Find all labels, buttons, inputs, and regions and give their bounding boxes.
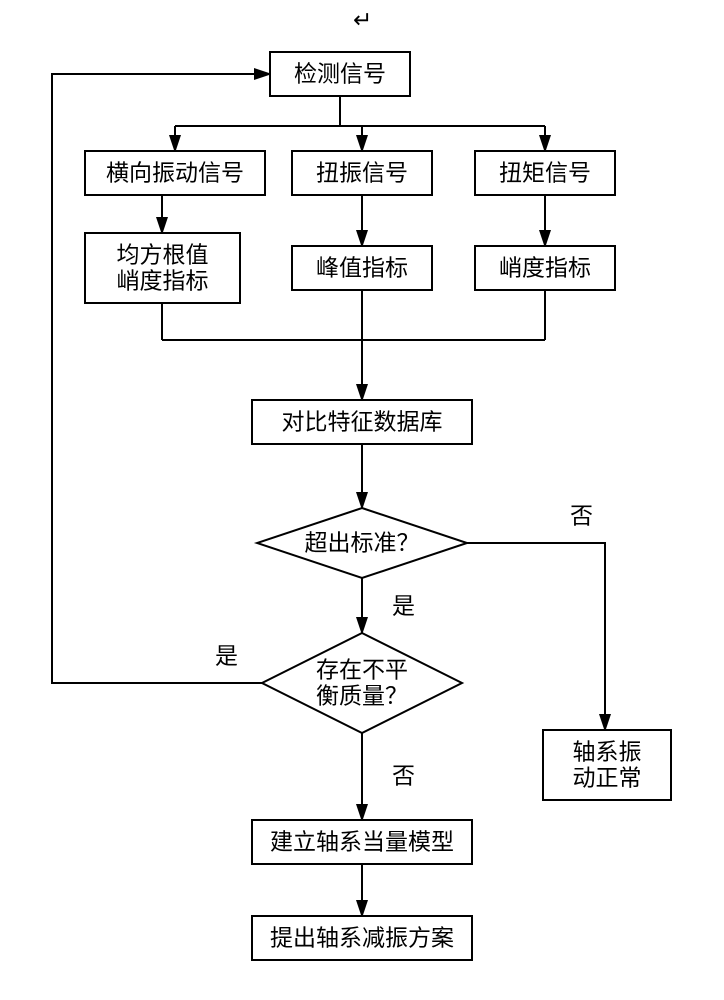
edge-label: 是 <box>392 594 415 619</box>
node-sig2: 扭振信号 <box>292 151 432 195</box>
node-sig1: 横向振动信号 <box>85 151 265 195</box>
node-label: 对比特征数据库 <box>282 410 443 435</box>
node-model: 建立轴系当量模型 <box>252 820 472 864</box>
node-detect: 检测信号 <box>270 52 410 96</box>
node-label: 衡质量？ <box>316 684 408 709</box>
node-label: 提出轴系减振方案 <box>270 926 454 951</box>
node-compare: 对比特征数据库 <box>252 400 472 444</box>
node-ind2: 峰值指标 <box>292 246 432 290</box>
node-label: 超出标准？ <box>305 531 420 556</box>
node-label: 峭度指标 <box>117 269 209 294</box>
node-normal: 轴系振动正常 <box>543 730 671 800</box>
node-label: 扭振信号 <box>316 161 408 186</box>
node-ind3: 峭度指标 <box>475 246 615 290</box>
node-label: 扭矩信号 <box>499 161 591 186</box>
node-plan: 提出轴系减振方案 <box>252 916 472 960</box>
node-label: 横向振动信号 <box>106 161 244 186</box>
node-decide1: 超出标准？ <box>257 508 467 578</box>
node-label: 均方根值 <box>117 243 209 268</box>
node-label: 存在不平 <box>316 658 408 683</box>
node-ind1: 均方根值峭度指标 <box>85 233 240 303</box>
node-label: 建立轴系当量模型 <box>270 830 454 855</box>
node-label: 峭度指标 <box>499 256 591 281</box>
node-label: 轴系振 <box>573 740 642 765</box>
svg-text:↵: ↵ <box>353 8 372 33</box>
node-decide2: 存在不平衡质量？ <box>262 633 462 733</box>
node-label: 检测信号 <box>294 62 386 87</box>
node-label: 峰值指标 <box>316 256 408 281</box>
edge-label: 否 <box>570 504 593 529</box>
node-sig3: 扭矩信号 <box>475 151 615 195</box>
edge-label: 是 <box>215 644 238 669</box>
node-label: 动正常 <box>573 766 642 791</box>
edge-label: 否 <box>392 764 415 789</box>
